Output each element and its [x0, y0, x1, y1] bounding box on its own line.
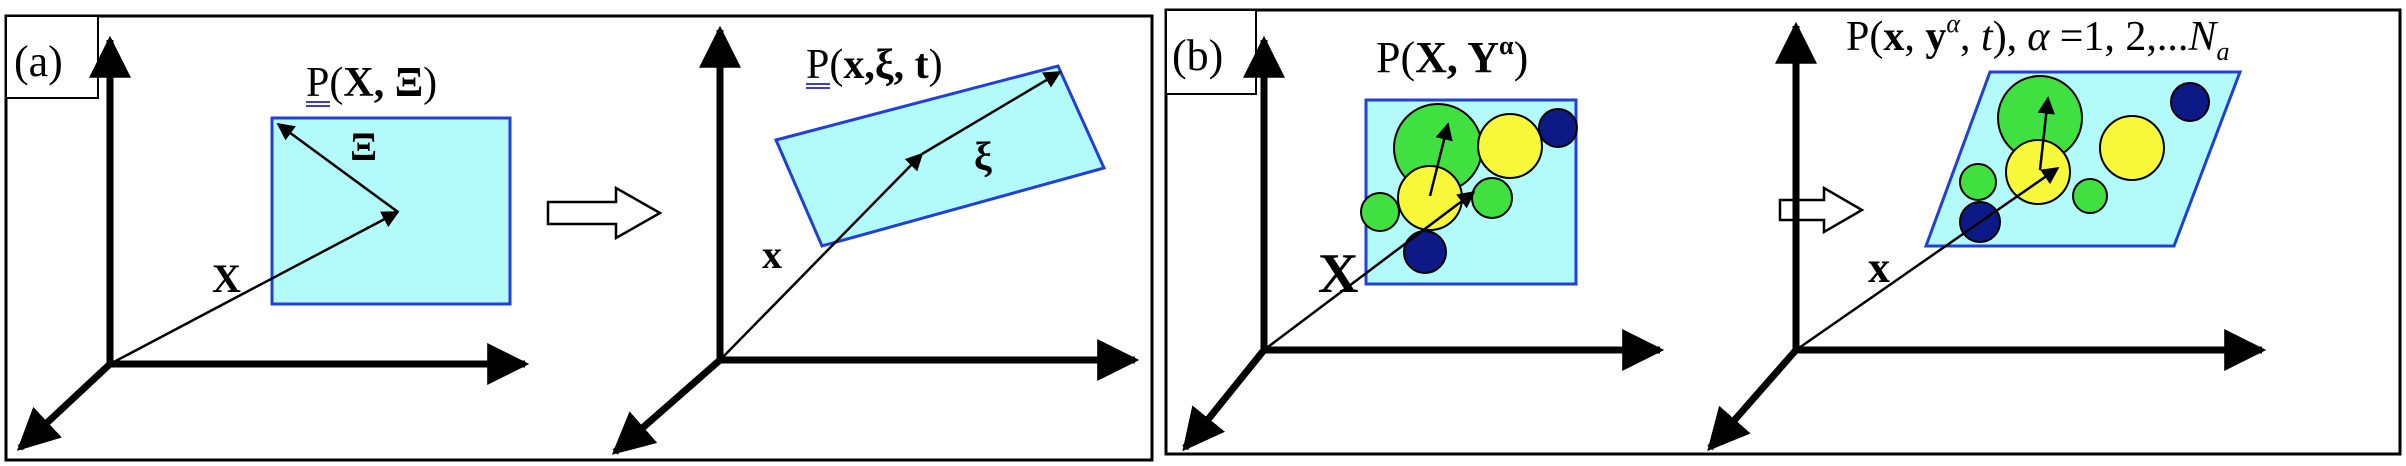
- particle-green-small: [1471, 177, 1513, 219]
- vector-x-label-b: x: [1868, 243, 1890, 292]
- panel-b-frame: [1164, 8, 2402, 456]
- particle-navy: [1403, 230, 1447, 274]
- right-arrow-icon: [1778, 185, 1865, 235]
- particle-green-small: [1360, 192, 1400, 232]
- particle-yellow: [1397, 165, 1463, 231]
- particles-b-left: [1360, 103, 1578, 274]
- vector-x-arrow: [719, 152, 924, 361]
- vector-x-arrow-b: [1795, 166, 2060, 352]
- vector-xi-arrow: [921, 70, 1062, 156]
- particle-yellow: [2099, 115, 2165, 181]
- vector-X-label-b: X: [1318, 243, 1358, 305]
- vector-X-label: X: [212, 256, 241, 301]
- vector-X-arrow: [109, 210, 400, 366]
- axes-b-right: [1707, 21, 2267, 452]
- panel-b: (b) X P(X, Yα): [1164, 8, 2402, 456]
- panel-a-tag: (a): [14, 37, 63, 86]
- vector-x-label: x: [762, 232, 782, 277]
- particles-b-right: [1959, 75, 2210, 243]
- vector-X-arrow-b: [1263, 190, 1476, 351]
- particle-navy: [2170, 82, 2210, 122]
- state-box-a-right: [773, 64, 1107, 248]
- panel-b-tag-box: [1165, 9, 1257, 95]
- vector-Xi-label: Ξ: [350, 124, 377, 169]
- right-arrow-icon: [546, 185, 663, 241]
- particle-navy: [1538, 108, 1578, 148]
- inner-arrow-b-left: [1428, 122, 1453, 197]
- inner-arrow-b-right: [2037, 96, 2055, 171]
- panel-a-tag-box: [5, 15, 99, 99]
- panel-a-frame: [4, 14, 1154, 462]
- axes-b-left: [1182, 35, 1665, 452]
- title-b-left: P(X, Yα): [1376, 31, 1528, 82]
- particle-yellow: [2005, 139, 2071, 205]
- title-a-left: P(X, Ξ): [306, 60, 437, 106]
- particle-green-small: [2072, 178, 2108, 214]
- panel-b-tag: (b): [1172, 31, 1223, 80]
- title-b-right: P(x, yα, t), α =1, 2,...Na: [1846, 9, 2229, 66]
- axes-a-right: [611, 25, 1140, 455]
- axes-a-left: [16, 35, 530, 451]
- title-a-right: P(x,ξ, t): [806, 42, 943, 88]
- vector-xi-label: ξ: [974, 134, 992, 179]
- vector-Xi-arrow: [276, 122, 399, 214]
- particle-green-small: [1959, 163, 1997, 201]
- panel-a: (a) X Ξ P(X, Ξ) x ξ P(x,ξ, t): [4, 14, 1154, 462]
- particle-yellow: [1477, 113, 1543, 179]
- state-box-a-left: [270, 116, 512, 306]
